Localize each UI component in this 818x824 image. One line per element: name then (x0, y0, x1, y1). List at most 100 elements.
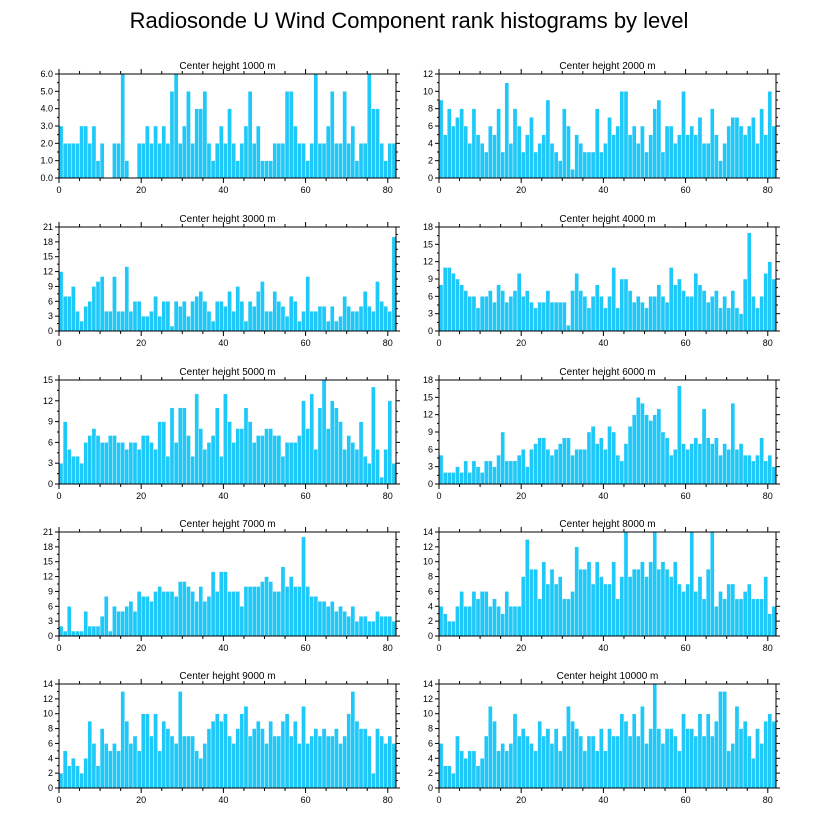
bar (305, 428, 310, 485)
bar (590, 426, 596, 485)
y-tick-label: 21 (43, 222, 53, 232)
bar (247, 586, 253, 637)
bar (330, 306, 335, 332)
bar (330, 400, 335, 485)
bar (512, 460, 518, 485)
bar (293, 720, 298, 789)
bar (391, 463, 397, 485)
bar (718, 454, 723, 485)
bar (442, 613, 448, 637)
y-tick-label: 15 (423, 239, 433, 249)
bar (451, 273, 456, 332)
bar (529, 743, 534, 789)
bar (124, 606, 130, 637)
bar (488, 125, 493, 179)
bar (124, 720, 130, 789)
bar (463, 290, 468, 332)
bar (668, 125, 674, 179)
bar (272, 735, 278, 789)
y-tick-label: 0 (428, 326, 433, 336)
x-tick-label: 20 (136, 185, 146, 195)
bar (116, 442, 121, 485)
bar (673, 561, 678, 637)
bar (190, 143, 195, 179)
bar (771, 278, 777, 332)
bar (272, 143, 278, 179)
bar (578, 735, 584, 789)
bar (747, 232, 752, 332)
x-tick-label: 80 (383, 338, 393, 348)
x-tick-label: 40 (218, 491, 228, 501)
bar (566, 325, 571, 332)
bar (330, 735, 335, 789)
bar (87, 435, 93, 485)
bar (379, 143, 384, 179)
bar (738, 443, 744, 485)
bar (742, 134, 748, 179)
bar (455, 735, 460, 789)
bar (471, 460, 477, 485)
bar (459, 472, 464, 485)
bar (58, 772, 64, 789)
bar (697, 284, 703, 332)
bar (173, 442, 179, 485)
bar (149, 601, 154, 637)
bar (447, 267, 452, 332)
bar (677, 750, 682, 789)
bar (95, 625, 101, 637)
y-tick-label: 6 (48, 601, 53, 611)
bar (549, 143, 555, 179)
bar (165, 728, 171, 789)
bar (219, 301, 224, 332)
bar (603, 143, 608, 179)
bar (759, 108, 764, 179)
bar (177, 306, 183, 332)
bar (346, 306, 351, 332)
bar (714, 134, 719, 179)
bar (537, 301, 542, 332)
y-tick-label: 0 (428, 783, 433, 793)
bar (95, 160, 101, 179)
bar (742, 591, 748, 637)
y-tick-label: 4 (428, 753, 433, 763)
bar (186, 91, 191, 179)
bar (751, 296, 756, 332)
bar (508, 743, 514, 789)
panel-1: Center height 1000 m 0.0 1.0 2.0 3.0 4.0 5.0 6.… (40, 61, 400, 195)
bar (313, 73, 319, 179)
bar (297, 586, 302, 637)
bar (562, 437, 567, 485)
bar (726, 125, 731, 179)
bar (251, 143, 257, 179)
bar (599, 576, 604, 637)
bar (734, 598, 740, 637)
bar (701, 408, 707, 485)
bar (116, 750, 121, 789)
bar (710, 296, 715, 332)
bar (586, 735, 592, 789)
bar (767, 454, 773, 485)
panel-10: Center height 10000 m 0 2 4 6 8 10 12 14 0 20 40 60 8… (423, 671, 780, 805)
bar (268, 428, 273, 485)
bar (132, 611, 138, 637)
bar (214, 407, 220, 485)
panel-8: Center height 8000 m 0 2 4 6 8 10 12 14 0 20 40 60 80 (423, 519, 780, 653)
bar (256, 125, 261, 179)
panel-6: Center height 6000 m 0 3 6 9 12 15 18 0 20 40 60 80 (423, 367, 780, 501)
bar (553, 301, 559, 332)
bar (383, 449, 388, 485)
y-tick-label: 6 (428, 121, 433, 131)
bar (615, 307, 621, 332)
bar (463, 606, 468, 637)
bar (463, 758, 468, 789)
bar (447, 765, 452, 789)
bar (190, 456, 195, 485)
bar (767, 261, 773, 332)
x-tick-label: 80 (763, 795, 773, 805)
bar (541, 301, 547, 332)
bar (124, 449, 130, 485)
bar (161, 301, 167, 332)
bar (67, 449, 72, 485)
y-tick-label: 9 (428, 427, 433, 437)
bar (120, 73, 125, 179)
